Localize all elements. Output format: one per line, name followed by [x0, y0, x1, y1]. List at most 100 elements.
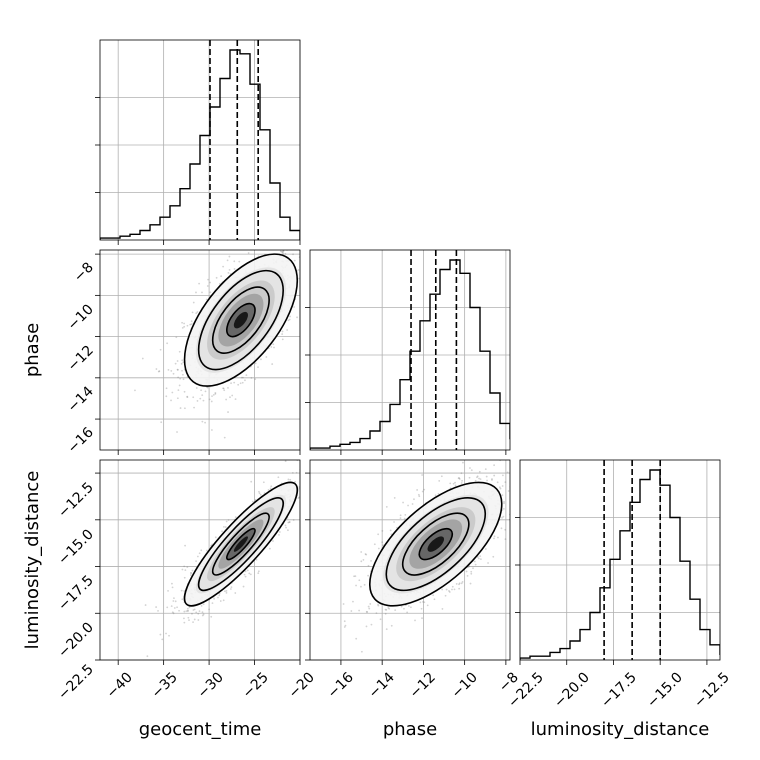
- scatter-point: [161, 638, 164, 641]
- histogram-step: [520, 469, 720, 660]
- scatter-point: [286, 226, 288, 228]
- scatter-point: [343, 620, 346, 623]
- scatter-point: [244, 570, 247, 573]
- scatter-point: [167, 589, 169, 592]
- contour-line: [368, 481, 503, 607]
- scatter-point: [204, 421, 206, 424]
- scatter-point: [252, 500, 254, 503]
- scatter-point: [171, 586, 174, 589]
- scatter-point: [409, 606, 412, 609]
- scatter-point: [360, 560, 363, 563]
- scatter-point: [455, 583, 458, 585]
- scatter-point: [209, 291, 212, 294]
- scatter-point: [465, 570, 468, 573]
- scatter-point: [257, 244, 259, 246]
- scatter-point: [155, 368, 158, 370]
- scatter-point: [200, 389, 203, 392]
- scatter-point: [438, 480, 441, 482]
- scatter-point: [196, 400, 199, 402]
- scatter-point: [213, 597, 215, 600]
- scatter-point: [267, 488, 270, 491]
- scatter-point: [238, 260, 241, 263]
- scatter-point: [212, 394, 215, 396]
- scatter-point: [462, 461, 464, 464]
- scatter-point: [199, 397, 202, 400]
- panel-frame: [99, 39, 301, 241]
- scatter-point: [225, 591, 228, 594]
- scatter-point: [187, 610, 189, 612]
- scatter-point: [262, 481, 265, 484]
- scatter-point: [365, 610, 368, 613]
- scatter-point: [500, 527, 503, 530]
- scatter-point: [215, 276, 218, 279]
- y-axis-label-phase: phase: [22, 323, 43, 377]
- scatter-point: [480, 558, 482, 560]
- scatter-point: [195, 312, 198, 315]
- scatter-point: [377, 533, 380, 536]
- scatter-point: [206, 386, 209, 389]
- scatter-point: [289, 315, 291, 318]
- scatter-point: [320, 498, 322, 500]
- scatter-point: [317, 318, 319, 320]
- scatter-point: [487, 562, 489, 564]
- scatter-point: [193, 608, 196, 611]
- scatter-point: [223, 590, 226, 593]
- scatter-point: [166, 606, 169, 609]
- scatter-point: [451, 588, 453, 591]
- scatter-point: [313, 482, 315, 484]
- scatter-point: [181, 373, 184, 376]
- scatter-point: [181, 359, 184, 362]
- scatter-point: [170, 370, 173, 372]
- scatter-point: [186, 324, 189, 327]
- scatter-point: [385, 505, 388, 508]
- scatter-point: [307, 503, 309, 505]
- scatter-point: [491, 479, 493, 481]
- scatter-point: [406, 611, 409, 614]
- scatter-point: [504, 528, 507, 531]
- scatter-point: [228, 268, 231, 271]
- scatter-point: [486, 479, 488, 482]
- scatter-point: [264, 225, 266, 227]
- scatter-point: [515, 463, 517, 465]
- scatter-point: [507, 490, 510, 492]
- scatter-point: [192, 609, 195, 611]
- x-tick-label: −16: [325, 669, 357, 701]
- scatter-point: [204, 390, 207, 393]
- scatter-point: [240, 376, 243, 379]
- scatter-point: [285, 246, 287, 248]
- x-axis-label-phase: phase: [383, 719, 437, 740]
- scatter-point: [499, 487, 502, 490]
- scatter-point: [342, 603, 345, 605]
- scatter-point: [211, 395, 213, 398]
- scatter-point: [421, 617, 423, 620]
- scatter-point: [358, 579, 361, 582]
- scatter-point: [343, 626, 346, 628]
- scatter-point: [182, 378, 185, 381]
- scatter-point: [510, 531, 512, 533]
- scatter-point: [354, 575, 357, 578]
- scatter-point: [478, 477, 480, 480]
- scatter-point: [313, 477, 315, 479]
- scatter-point: [184, 569, 187, 572]
- scatter-point: [303, 489, 305, 491]
- scatter-point: [201, 611, 204, 614]
- scatter-point: [181, 369, 183, 372]
- scatter-point: [207, 278, 209, 281]
- scatter-point: [533, 469, 535, 471]
- panel-hist-luminosity-distance: [515, 459, 721, 665]
- scatter-point: [170, 399, 172, 402]
- contour-line: [401, 512, 470, 576]
- scatter-point: [254, 362, 257, 365]
- scatter-point: [281, 338, 284, 341]
- scatter-point: [365, 625, 368, 628]
- scatter-point: [452, 482, 455, 485]
- scatter-point: [329, 236, 331, 238]
- scatter-point: [503, 500, 505, 503]
- scatter-point: [157, 370, 160, 373]
- scatter-point: [306, 261, 308, 263]
- scatter-point: [314, 235, 316, 237]
- scatter-point: [183, 590, 186, 592]
- scatter-point: [306, 282, 308, 284]
- scatter-point: [308, 481, 310, 483]
